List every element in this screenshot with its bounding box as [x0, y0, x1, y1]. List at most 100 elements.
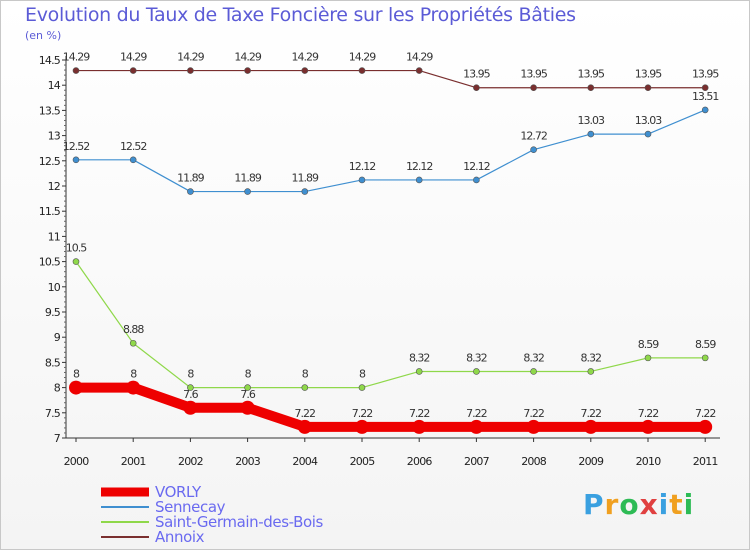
data-point [644, 354, 652, 362]
y-tick-label: 8 [54, 382, 61, 395]
series-points [69, 67, 713, 434]
data-point [415, 67, 423, 74]
data-point [187, 188, 194, 195]
data-point [355, 419, 369, 434]
series-line [75, 261, 706, 389]
data-point [129, 156, 137, 164]
data-point [183, 400, 198, 415]
data-label: 7.22 [523, 407, 544, 420]
data-label: 7.22 [295, 407, 316, 420]
data-labels: 14.29 14.29 14.29 14.29 14.29 14.29 14.29 13.95… [63, 51, 721, 420]
data-point [301, 67, 309, 74]
x-tick-label: 2011 [693, 455, 718, 468]
data-label: 8 [359, 368, 366, 381]
x-tick-label: 2005 [350, 455, 376, 468]
data-label: 10.5 [66, 242, 87, 255]
data-point [244, 188, 251, 195]
logo-letter: i [683, 488, 695, 521]
data-point [587, 368, 595, 375]
data-label: 11.89 [177, 172, 204, 185]
data-point [129, 339, 137, 347]
data-label: 13.51 [692, 90, 719, 103]
axes [62, 56, 720, 442]
legend-label: Sennecay [155, 498, 226, 516]
data-label: 14.29 [406, 51, 433, 64]
data-label: 12.52 [120, 140, 147, 153]
data-point [187, 67, 194, 74]
y-tick-label: 9 [54, 331, 61, 344]
data-label: 13.03 [635, 114, 662, 127]
data-point [358, 67, 366, 74]
series-line [76, 69, 706, 89]
legend-label: Saint-Germain-des-Bois [155, 513, 324, 531]
y-tick-label: 10.5 [39, 256, 61, 269]
data-label: 13.95 [692, 68, 719, 81]
legend-label: VORLY [155, 483, 202, 501]
data-point [72, 156, 80, 164]
data-point [358, 176, 366, 184]
data-label: 12.12 [406, 160, 433, 173]
data-label: 13.95 [578, 68, 605, 81]
data-point [473, 368, 480, 375]
data-point [701, 354, 709, 362]
data-point [72, 67, 80, 74]
series-line [76, 109, 706, 193]
data-point [69, 380, 83, 395]
y-tick-label: 13.5 [39, 104, 61, 117]
data-point [129, 67, 137, 74]
x-tick-label: 2001 [121, 455, 146, 468]
data-label: 12.52 [63, 140, 90, 153]
data-label: 8 [245, 368, 252, 381]
data-label: 8.32 [581, 351, 602, 364]
data-label: 14.29 [292, 51, 319, 64]
data-label: 8.32 [466, 351, 487, 364]
y-tick-label: 11 [48, 230, 60, 243]
data-point [530, 84, 537, 92]
data-label: 7.22 [638, 407, 659, 420]
data-label: 13.03 [578, 114, 605, 127]
chart-title: Evolution du Taux de Taxe Foncière sur l… [25, 4, 576, 26]
data-point [415, 368, 423, 375]
data-point [412, 419, 427, 434]
x-tick-label: 2003 [235, 455, 261, 468]
data-label: 13.95 [520, 68, 547, 81]
data-point [358, 384, 366, 391]
data-point [126, 380, 141, 395]
data-point [587, 130, 595, 138]
data-point [473, 176, 480, 184]
data-point [187, 384, 194, 391]
y-tick-label: 11.5 [39, 205, 61, 218]
y-tick-label: 10 [48, 281, 61, 294]
data-label: 7.6 [240, 388, 255, 401]
tick-labels: 77.588.599.51010.51111.51212.51313.51414… [39, 54, 719, 468]
series-line [76, 382, 706, 432]
data-point [701, 84, 709, 92]
data-label: 13.95 [463, 68, 490, 81]
x-tick-label: 2009 [578, 455, 604, 468]
data-point [587, 84, 595, 92]
y-tick-label: 7.5 [45, 407, 61, 420]
data-label: 7.22 [695, 407, 716, 420]
y-tick-label: 12 [48, 180, 60, 193]
x-tick-label: 2008 [521, 455, 547, 468]
data-label: 11.89 [292, 172, 319, 185]
data-label: 14.29 [177, 51, 204, 64]
x-tick-label: 2007 [464, 455, 490, 468]
data-point [526, 419, 541, 434]
x-tick-label: 2000 [64, 455, 90, 468]
data-label: 8.88 [123, 323, 144, 336]
legend: VORLYSennecaySaint-Germain-des-BoisAnnoi… [101, 483, 324, 546]
data-point [473, 84, 480, 92]
proxiti-logo: Proxiti [583, 488, 694, 521]
y-tick-label: 8.5 [45, 356, 61, 369]
series-lines [75, 69, 706, 432]
y-tick-label: 14 [48, 79, 61, 92]
data-label: 7.22 [466, 407, 487, 420]
logo-letter: o [619, 488, 640, 521]
y-tick-label: 12.5 [39, 155, 61, 168]
data-label: 14.29 [63, 51, 90, 64]
x-tick-label: 2006 [407, 455, 433, 468]
logo-letter: r [604, 488, 620, 521]
